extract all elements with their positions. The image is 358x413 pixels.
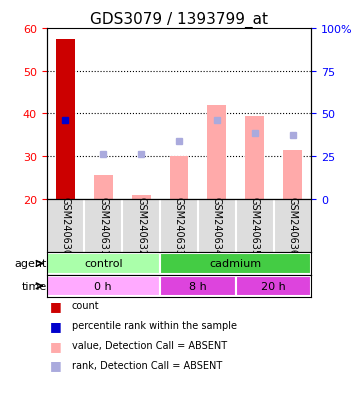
- Text: value, Detection Call = ABSENT: value, Detection Call = ABSENT: [72, 340, 227, 350]
- Bar: [207, 106, 226, 199]
- Text: GSM240631: GSM240631: [98, 197, 108, 255]
- Text: ■: ■: [50, 339, 62, 352]
- FancyBboxPatch shape: [160, 254, 311, 274]
- Text: 8 h: 8 h: [189, 281, 207, 291]
- FancyBboxPatch shape: [160, 276, 236, 296]
- FancyBboxPatch shape: [236, 276, 311, 296]
- Text: control: control: [84, 259, 123, 269]
- Bar: [245, 116, 264, 199]
- Text: percentile rank within the sample: percentile rank within the sample: [72, 320, 237, 330]
- Bar: [56, 40, 75, 199]
- Bar: [132, 195, 151, 199]
- Text: 20 h: 20 h: [261, 281, 286, 291]
- Text: GSM240634: GSM240634: [212, 197, 222, 255]
- FancyBboxPatch shape: [47, 276, 160, 296]
- Text: count: count: [72, 301, 99, 311]
- Text: GSM240635: GSM240635: [250, 197, 260, 256]
- Bar: [283, 150, 302, 199]
- Text: GSM240636: GSM240636: [287, 197, 297, 255]
- Title: GDS3079 / 1393799_at: GDS3079 / 1393799_at: [90, 12, 268, 28]
- FancyBboxPatch shape: [47, 254, 160, 274]
- Text: GSM240630: GSM240630: [61, 197, 71, 255]
- Text: ■: ■: [50, 358, 62, 372]
- Text: time: time: [21, 281, 47, 291]
- Text: ■: ■: [50, 299, 62, 312]
- Text: agent: agent: [14, 259, 47, 269]
- Text: GSM240632: GSM240632: [136, 197, 146, 256]
- Text: cadmium: cadmium: [210, 259, 262, 269]
- Bar: [94, 176, 113, 199]
- Text: ■: ■: [50, 319, 62, 332]
- Text: GSM240633: GSM240633: [174, 197, 184, 255]
- Text: 0 h: 0 h: [95, 281, 112, 291]
- Bar: [170, 157, 188, 199]
- Text: rank, Detection Call = ABSENT: rank, Detection Call = ABSENT: [72, 360, 222, 370]
